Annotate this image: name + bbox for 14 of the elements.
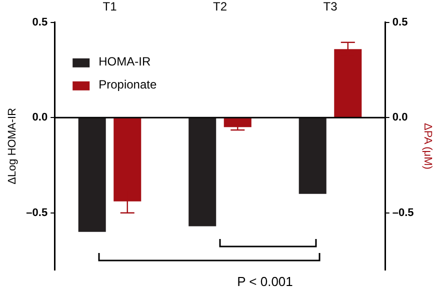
x-tick-label: T1 — [102, 0, 118, 14]
y-tick-label: 0.5 — [32, 16, 48, 28]
x-tick-label: T2 — [212, 0, 228, 14]
y2-axis-title: ΔPA (μM) — [421, 122, 434, 170]
legend-label: Propionate — [98, 78, 157, 92]
x-tick-label: T3 — [323, 0, 338, 14]
y-tick-label: –0.5 — [26, 206, 48, 219]
y-tick-label: 0.0 — [32, 112, 48, 124]
legend-label: HOMA-IR — [98, 54, 151, 69]
y2-tick-label: –0.5 — [392, 206, 414, 219]
text: P < 0.001 — [237, 274, 293, 289]
y-axis-title: ΔLog HOMA-IR — [6, 108, 19, 184]
y2-tick-label: 0.5 — [392, 16, 408, 28]
y2-tick-label: 0.0 — [392, 112, 408, 124]
